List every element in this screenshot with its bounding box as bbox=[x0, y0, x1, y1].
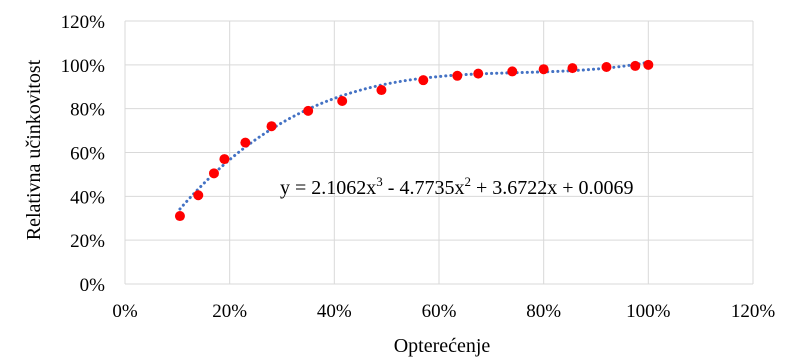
data-point bbox=[507, 66, 518, 77]
x-tick-label: 100% bbox=[626, 301, 671, 322]
y-tick-label: 0% bbox=[80, 275, 106, 296]
data-point bbox=[266, 121, 277, 132]
y-tick-label: 40% bbox=[70, 187, 105, 208]
data-point bbox=[337, 95, 348, 106]
y-tick-label: 80% bbox=[70, 100, 105, 121]
data-point bbox=[174, 211, 185, 222]
x-tick-label: 20% bbox=[212, 301, 247, 322]
y-tick-label: 20% bbox=[70, 231, 105, 252]
data-point bbox=[567, 63, 578, 74]
x-tick-label: 120% bbox=[731, 301, 776, 322]
y-tick-label: 60% bbox=[70, 144, 105, 165]
data-point bbox=[601, 62, 612, 73]
data-point bbox=[219, 154, 230, 165]
y-tick-label: 120% bbox=[61, 12, 106, 33]
y-tick-label: 100% bbox=[61, 56, 106, 77]
data-point bbox=[418, 75, 429, 86]
polynomial-trendline bbox=[178, 60, 650, 211]
y-axis-title: Relativna učinkovitost bbox=[23, 59, 45, 240]
data-points bbox=[174, 59, 654, 222]
grid bbox=[124, 20, 754, 285]
data-point bbox=[376, 85, 387, 96]
tick-labels: 0% 20% 40% 60% 80% 100% 120% 0% 20% 40% 60% 80% 100%… bbox=[61, 12, 776, 322]
data-point bbox=[452, 70, 463, 81]
data-point bbox=[473, 68, 484, 79]
x-tick-label: 60% bbox=[422, 301, 457, 322]
x-tick-label: 0% bbox=[112, 301, 138, 322]
data-point bbox=[643, 59, 654, 70]
data-point bbox=[630, 60, 641, 71]
x-tick-label: 40% bbox=[317, 301, 352, 322]
data-point bbox=[208, 168, 219, 179]
data-point bbox=[240, 137, 251, 148]
trendline-equation: y = 2.1062x3 - 4.7735x2 + 3.6722x + 0.00… bbox=[280, 174, 634, 199]
data-point bbox=[193, 190, 204, 201]
data-point bbox=[303, 105, 314, 116]
x-axis-title: Opterećenje bbox=[394, 335, 491, 357]
data-point bbox=[538, 64, 549, 75]
x-tick-label: 80% bbox=[526, 301, 561, 322]
